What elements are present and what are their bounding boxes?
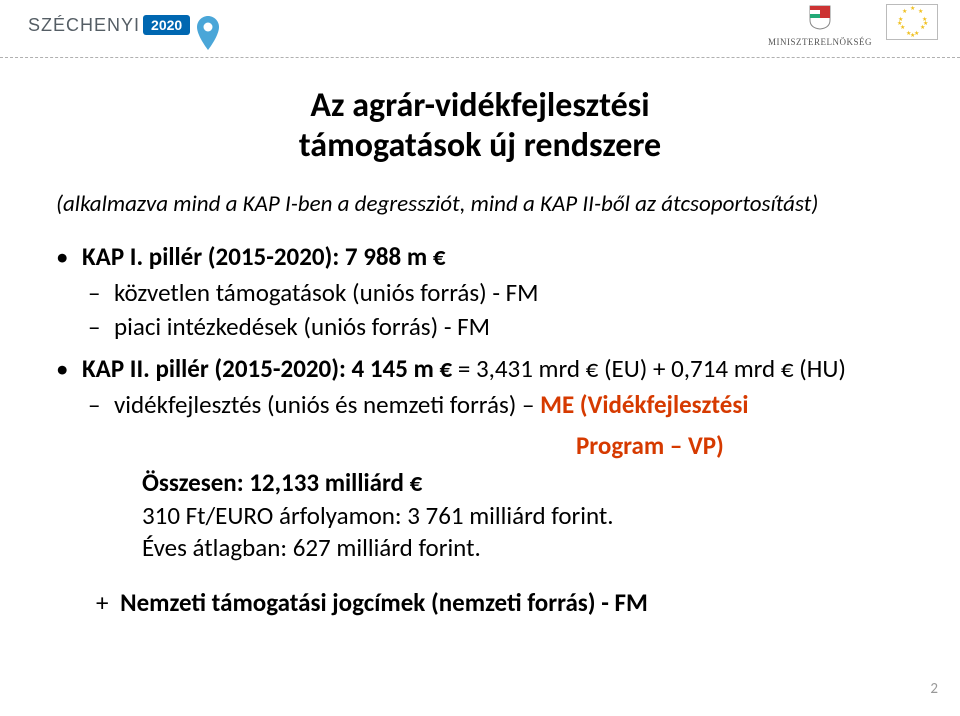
- kap2-label: KAP II. pillér (2015-2020): 4 145 m € = …: [82, 353, 846, 384]
- totals-line3: Éves átlagban: 627 milliárd forint.: [142, 532, 904, 565]
- page-number: 2: [930, 680, 938, 698]
- title-line1: Az agrár-vidékfejlesztési: [310, 85, 649, 126]
- kap1-sub2: piaci intézkedések (uniós forrás) - FM: [82, 310, 904, 344]
- bullet-kap2: KAP II. pillér (2015-2020): 4 145 m € = …: [56, 353, 904, 422]
- plus-sign: +: [96, 587, 108, 618]
- ministry-label: MINISZTERELNÖKSÉG: [768, 37, 872, 47]
- kap2-sub1: vidékfejlesztés (uniós és nemzeti forrás…: [82, 388, 904, 422]
- szechenyi-logo: SZÉCHENYI 2020: [28, 8, 220, 42]
- kap1-sub1: közvetlen támogatások (uniós forrás) - F…: [82, 276, 904, 310]
- slide-subtitle: (alkalmazva mind a KAP I-ben a degresszi…: [56, 190, 904, 219]
- plus-text: Nemzeti támogatási jogcímek (nemzeti for…: [120, 587, 648, 618]
- kap2-sub1-a: vidékfejlesztés (uniós és nemzeti forrás…: [114, 389, 540, 420]
- eu-flag-icon: ★ ★ ★ ★ ★ ★ ★ ★ ★ ★ ★ ★: [886, 4, 938, 40]
- kap2-label-bold: KAP II. pillér (2015-2020): 4 145 m €: [82, 353, 458, 384]
- logo-badge-2020: 2020: [143, 15, 190, 35]
- title-line2: támogatások új rendszere: [299, 125, 661, 166]
- hungary-crest-icon: [809, 4, 831, 30]
- totals-line1: Összesen: 12,133 milliárd €: [142, 467, 904, 500]
- slide-content: Az agrár-vidékfejlesztési támogatások új…: [0, 58, 960, 618]
- kap1-label: KAP I. pillér (2015-2020): 7 988 m €: [82, 241, 446, 272]
- program-vp-line: Program – VP): [56, 430, 904, 461]
- slide-header: SZÉCHENYI 2020 MINISZTERELNÖKSÉG ★ ★ ★ ★: [0, 0, 960, 58]
- totals-block: Összesen: 12,133 milliárd € 310 Ft/EURO …: [56, 467, 904, 565]
- header-right-logos: MINISZTERELNÖKSÉG ★ ★ ★ ★ ★ ★ ★ ★ ★ ★ ★ …: [768, 4, 938, 47]
- kap2-sub1-accent: ME (Vidékfejlesztési: [540, 389, 748, 420]
- pin-icon: [196, 16, 220, 50]
- logo-text: SZÉCHENYI: [28, 15, 140, 36]
- hungary-crest-block: MINISZTERELNÖKSÉG: [768, 4, 872, 47]
- bullet-list: KAP I. pillér (2015-2020): 7 988 m € köz…: [56, 241, 904, 422]
- plus-line: + Nemzeti támogatási jogcímek (nemzeti f…: [56, 587, 904, 618]
- totals-line2: 310 Ft/EURO árfolyamon: 3 761 milliárd f…: [142, 500, 904, 533]
- kap2-label-thin: = 3,431 mrd € (EU) + 0,714 mrd € (HU): [458, 353, 846, 384]
- slide-title: Az agrár-vidékfejlesztési támogatások új…: [130, 86, 830, 166]
- bullet-kap1: KAP I. pillér (2015-2020): 7 988 m € köz…: [56, 241, 904, 344]
